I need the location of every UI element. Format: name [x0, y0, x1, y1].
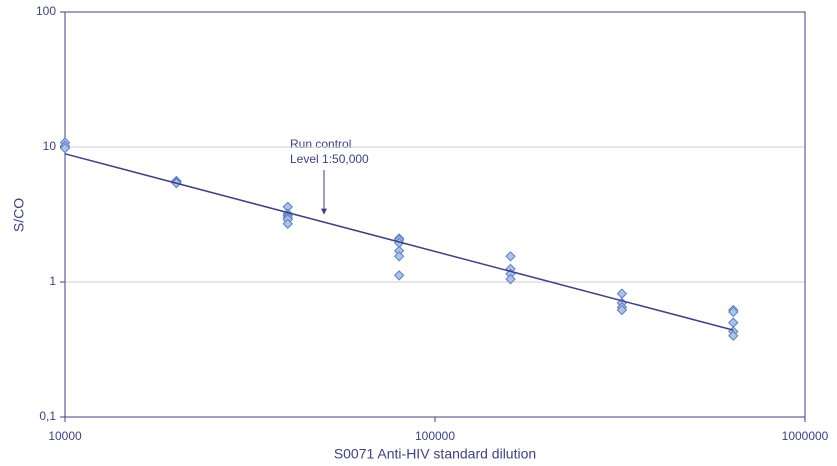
trend-line — [64, 153, 734, 331]
data-point — [616, 304, 628, 316]
plot-frame — [64, 11, 806, 418]
annotation: Level 1:50,000 — [290, 152, 369, 166]
x-tick-label: 1000000 — [782, 429, 829, 443]
x-tick-label: 10000 — [48, 429, 82, 443]
data-point — [393, 251, 405, 262]
data-point — [505, 273, 516, 285]
data-point — [505, 251, 516, 262]
y-tick-label: 10 — [43, 139, 57, 153]
y-tick-label: 0,1 — [39, 409, 56, 423]
data-point — [728, 330, 739, 341]
y-tick-label: 100 — [36, 4, 56, 18]
data-point — [393, 270, 405, 281]
data-point — [616, 288, 628, 299]
y-axis-title: S/CO — [11, 198, 27, 232]
x-axis-title: S0071 Anti-HIV standard dilution — [334, 446, 536, 462]
annotation: Run control — [290, 137, 351, 151]
y-tick-label: 1 — [49, 274, 56, 288]
data-point — [728, 306, 739, 318]
data-point — [59, 142, 71, 154]
x-tick-label: 100000 — [415, 429, 455, 443]
data-point — [728, 317, 739, 328]
data-point — [282, 218, 293, 229]
